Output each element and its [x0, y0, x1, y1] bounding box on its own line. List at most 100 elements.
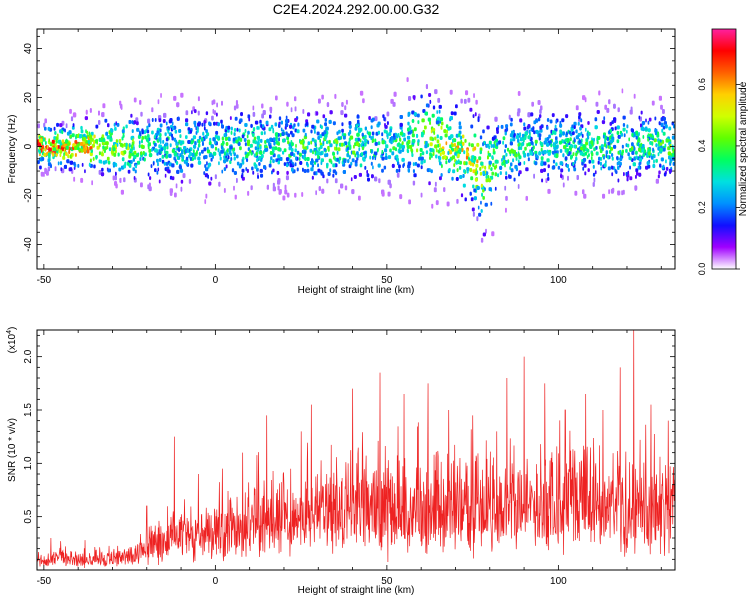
spectrogram-cell [389, 128, 392, 133]
spectrogram-cell [321, 188, 325, 194]
spectrogram-cell [101, 167, 104, 172]
spectrogram-cell [438, 104, 442, 109]
spectrogram-cell [661, 128, 664, 133]
spectrogram-cell [592, 182, 595, 187]
spectrogram-cell [460, 193, 464, 198]
spectrogram-cell [475, 168, 478, 172]
spectrogram-cell [671, 153, 675, 158]
colorbar-ticks: 0.00.20.40.6 [697, 78, 740, 275]
spectrogram-cell [213, 121, 216, 126]
spectrogram-cell [53, 126, 56, 131]
spectrogram-cell [198, 152, 201, 156]
spectrogram-cell [441, 146, 445, 151]
spectrogram-cell [523, 122, 526, 127]
spectrogram-cell [141, 135, 144, 140]
spectrogram-cell [552, 165, 556, 170]
spectrogram-cell [216, 102, 218, 108]
spectrogram-cell [348, 155, 351, 160]
y-tick-label: 0 [23, 143, 34, 149]
spectrogram-cell [452, 169, 456, 174]
spectrogram-cell [413, 96, 416, 101]
spectrogram-cell [208, 121, 211, 126]
spectrogram-cell [310, 129, 313, 134]
spectrogram-cell [277, 160, 280, 165]
spectrogram-cell [439, 147, 442, 152]
spectrogram-cell [605, 154, 608, 158]
spectrogram-cell [657, 140, 661, 145]
spectrogram-cell [577, 121, 580, 126]
spectrogram-cell [165, 142, 168, 147]
spectrogram-cell [79, 134, 83, 138]
spectrogram-cell [66, 159, 70, 164]
spectrogram-cell [372, 138, 375, 143]
spectrogram-cell [392, 146, 395, 151]
spectrogram-cell [44, 147, 47, 152]
spectrogram-cell [479, 135, 483, 140]
spectrogram-cell [564, 148, 567, 153]
spectrogram-cell [641, 148, 645, 153]
spectrogram-cell [664, 143, 667, 148]
spectrogram-cell [265, 120, 269, 125]
spectrogram-cell [85, 109, 88, 115]
spectrogram-cell [450, 134, 454, 139]
spectrogram-cell [459, 135, 463, 140]
spectrogram-cell [293, 153, 296, 158]
spectrogram-cell [655, 143, 658, 148]
spectrogram-cell [197, 96, 200, 102]
spectrogram-cell [457, 159, 460, 164]
spectrogram-cell [439, 136, 443, 140]
spectrogram-cell [254, 146, 257, 151]
spectrogram-cell [522, 150, 525, 155]
spectrogram-cell [211, 154, 214, 159]
spectrogram-cell [210, 144, 214, 149]
spectrogram-cell [485, 178, 489, 183]
spectrogram-cell [402, 164, 405, 168]
spectrogram-cell [49, 142, 53, 147]
spectrogram-cell [515, 167, 518, 172]
spectrogram-cell [573, 167, 577, 172]
spectrogram-cell [259, 150, 263, 155]
spectrogram-cell [298, 157, 301, 161]
spectrogram-cell [469, 107, 473, 112]
spectrogram-cell [228, 137, 231, 142]
spectrogram-frame [36, 28, 676, 270]
spectrogram-cell [661, 165, 664, 170]
spectrogram-cell [435, 154, 438, 159]
spectrogram-cell [452, 138, 454, 143]
spectrogram-cell [600, 144, 604, 149]
spectrogram-cell [286, 136, 289, 141]
spectrogram-cell [185, 156, 189, 161]
spectrogram-cell [412, 180, 416, 186]
spectrogram-cell [307, 141, 311, 146]
spectrogram-cell [301, 192, 304, 197]
spectrogram-cell [592, 172, 596, 177]
spectrogram-cell [416, 113, 420, 118]
spectrogram-cell [496, 142, 499, 147]
spectrogram-cell [147, 118, 151, 124]
spectrogram-cell [366, 173, 370, 178]
x-tick-label: 50 [381, 275, 393, 286]
spectrogram-cell [171, 176, 175, 181]
spectrogram-cell [172, 126, 175, 131]
spectrogram-cell [370, 125, 373, 130]
spectrogram-cell [232, 150, 235, 155]
spectrogram-cell [323, 130, 327, 135]
spectrogram-cell [89, 152, 93, 157]
spectrogram-cell [510, 117, 513, 122]
spectrogram-cell [67, 142, 70, 147]
spectrogram-cell [448, 150, 453, 155]
spectrogram-cell [320, 125, 323, 130]
spectrogram-cell [384, 140, 387, 145]
spectrogram-cell [487, 175, 490, 180]
spectrogram-cell [336, 157, 339, 162]
spectrogram-cell [128, 120, 132, 124]
spectrogram-cell [254, 164, 258, 169]
spectrogram-cell [399, 131, 403, 136]
spectrogram-cell [272, 148, 275, 153]
spectrogram-cell [260, 173, 264, 178]
spectrogram-cell [511, 130, 515, 135]
spectrogram-cell [107, 123, 110, 128]
spectrogram-cell [344, 185, 348, 191]
spectrogram-cell [429, 156, 432, 160]
spectrogram-cell [457, 153, 460, 158]
